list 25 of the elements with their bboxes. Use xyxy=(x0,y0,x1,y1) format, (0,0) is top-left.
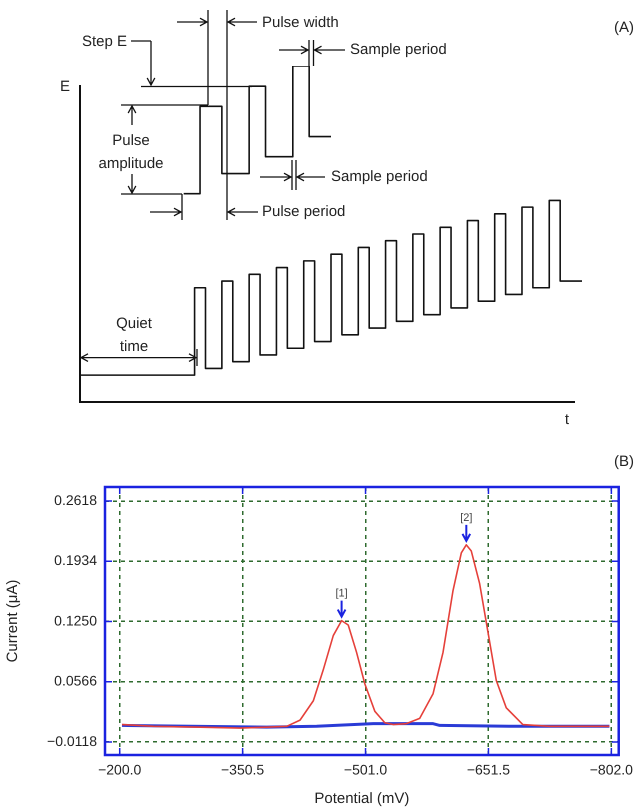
x-tick-label: −350.5 xyxy=(221,761,264,778)
annotation: Quiet time xyxy=(116,315,153,356)
y-tick-label: 0.0566 xyxy=(54,672,98,689)
x-tick-label: −802.0 xyxy=(590,761,634,778)
annotation: Sample period xyxy=(331,168,428,186)
y-tick-label: 0.1934 xyxy=(54,552,98,568)
x-tick-label: −200.0 xyxy=(98,761,142,778)
text: (A) xyxy=(614,19,634,36)
text: Sample period xyxy=(350,41,447,58)
text: Step E xyxy=(82,33,127,50)
annotation: [2] xyxy=(460,512,472,524)
x-tick-label: −501.0 xyxy=(344,761,388,778)
x-tick-label: −651.5 xyxy=(466,761,510,778)
y-axis-title: E xyxy=(60,78,70,96)
y-axis-title: Current (μA) xyxy=(4,580,22,662)
x-axis-title: t xyxy=(564,411,570,428)
y-tick-label: 0.1250 xyxy=(54,612,98,628)
y-tick-label: 0.2618 xyxy=(54,492,98,508)
text: Pulse width xyxy=(262,14,339,32)
text: (B) xyxy=(614,453,634,470)
annotation: Pulse period xyxy=(262,203,346,220)
y-tick-label: −0.0118 xyxy=(47,732,98,749)
annotation: Pulse amplitude xyxy=(98,132,164,172)
x-axis-title: Potential (mV) xyxy=(314,790,410,808)
annotation: [1] xyxy=(335,588,348,600)
